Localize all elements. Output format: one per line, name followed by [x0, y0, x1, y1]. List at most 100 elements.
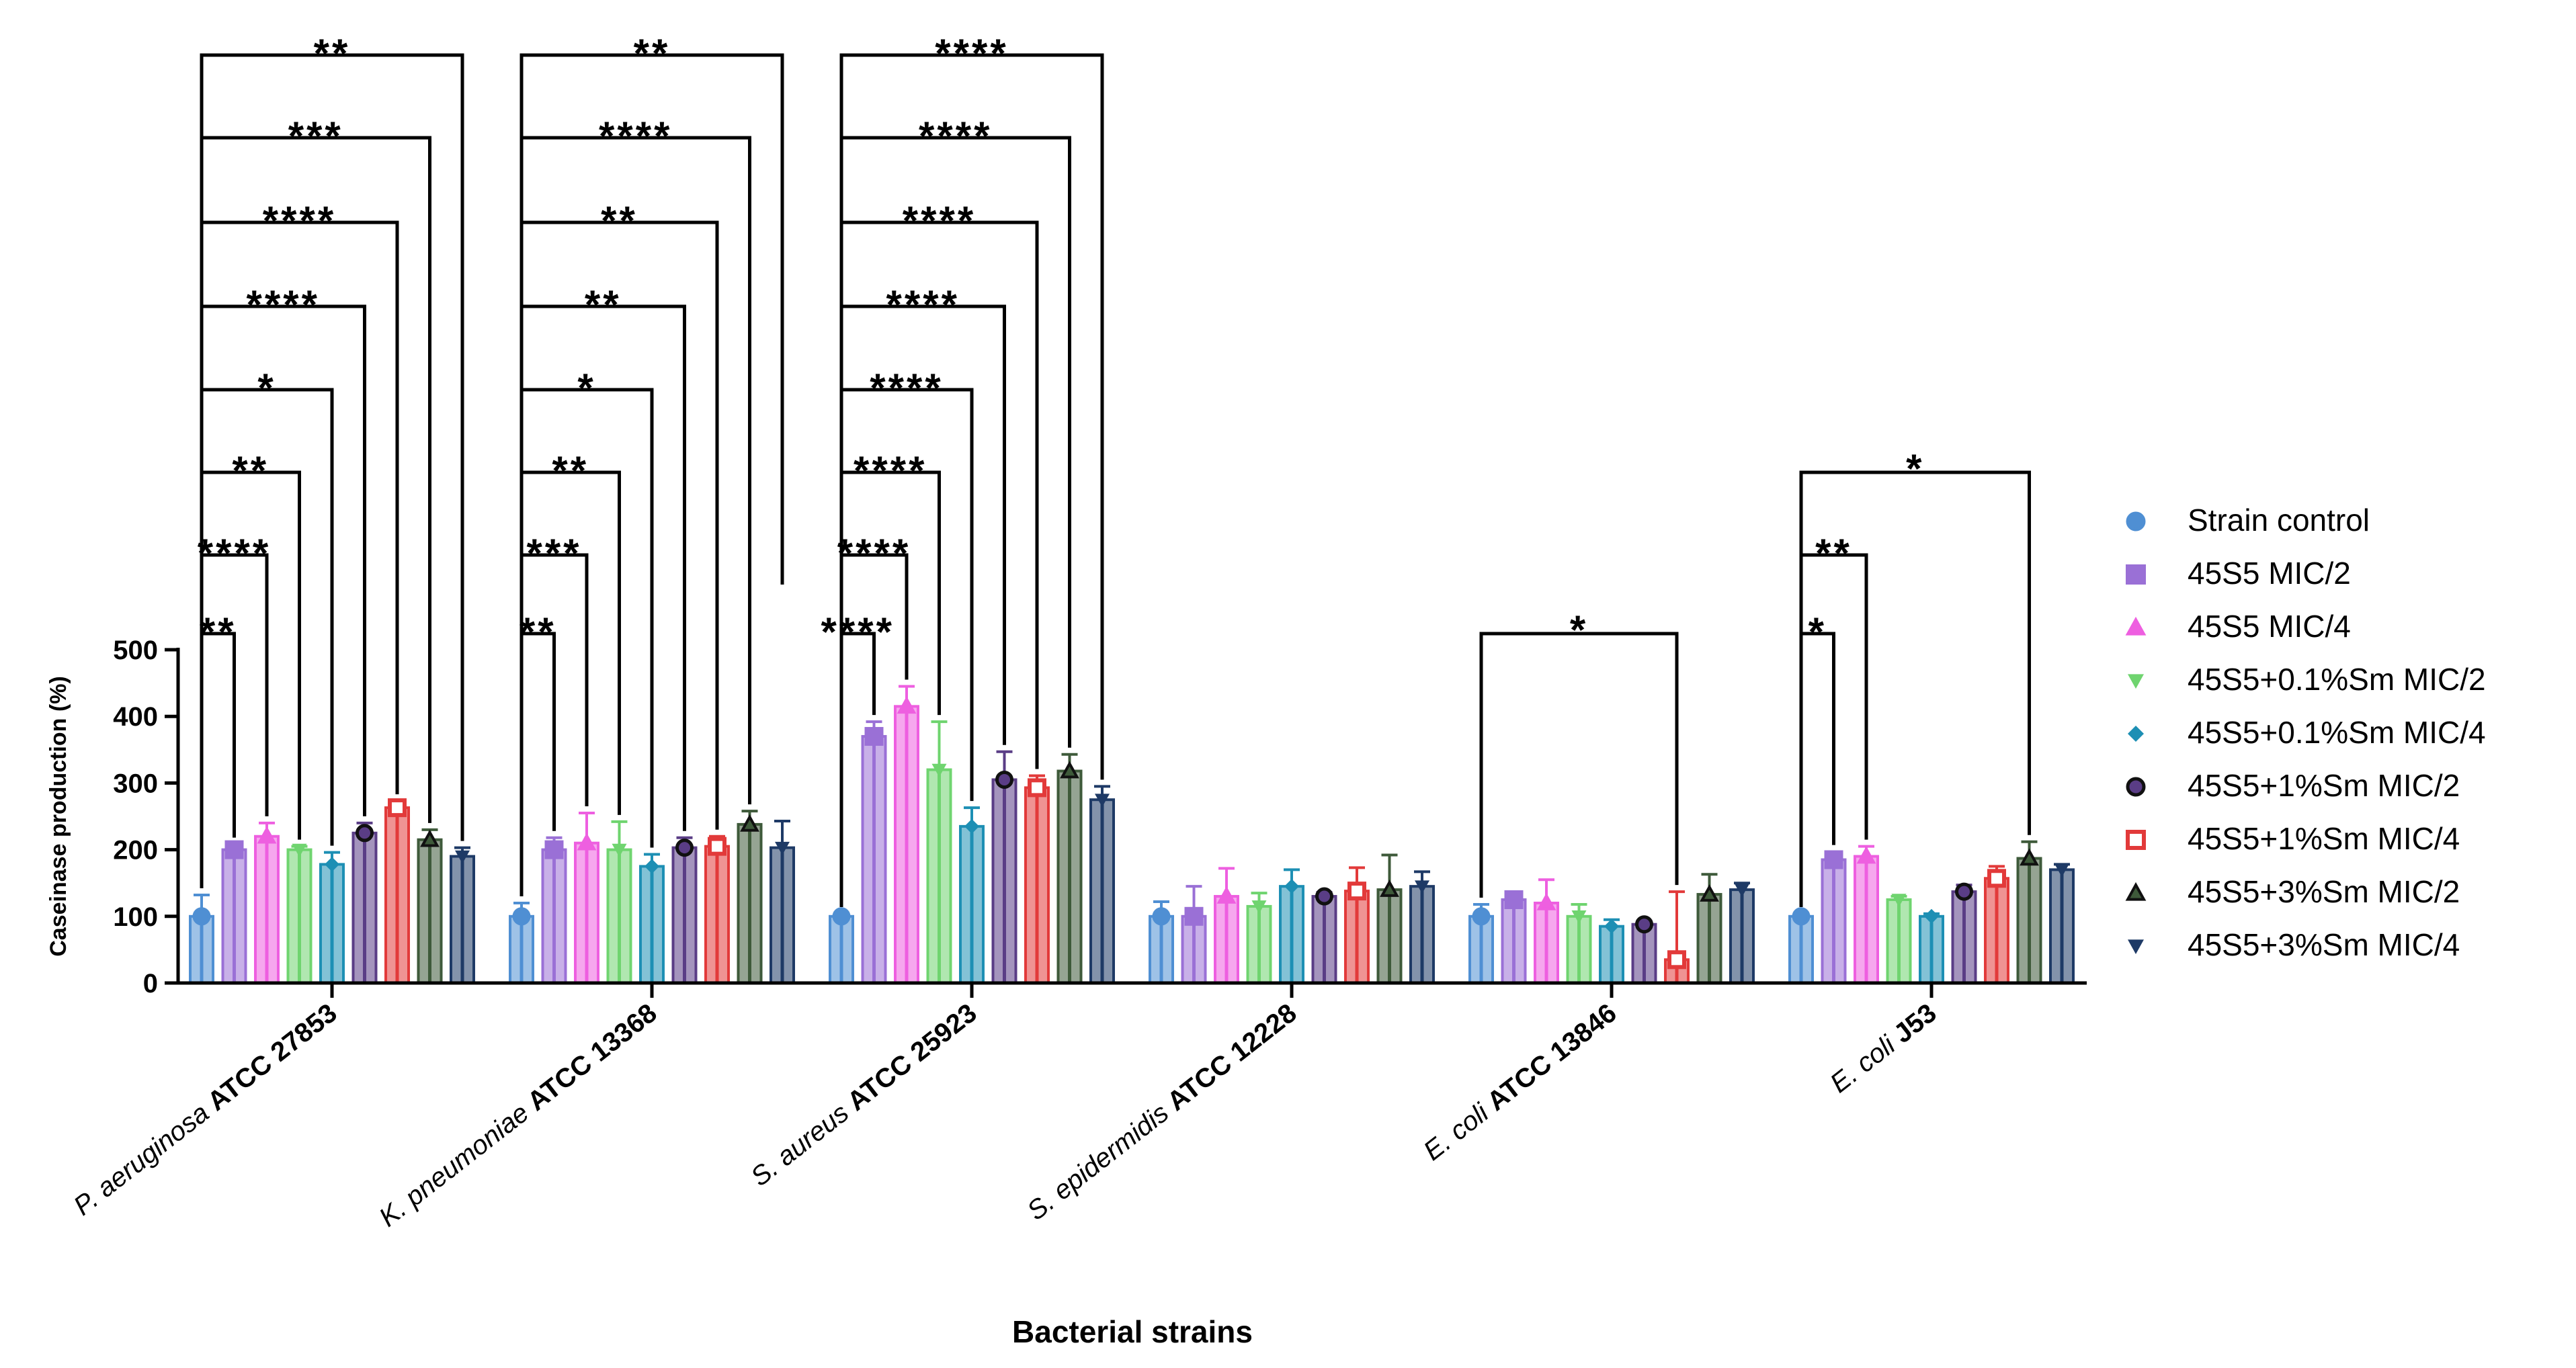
bar-group	[1729, 882, 1755, 984]
bar-marker-icon	[1380, 880, 1399, 897]
bracket-line	[200, 304, 366, 889]
bar-group	[319, 851, 345, 984]
significance-label: **	[200, 609, 237, 654]
significance-label: ****	[919, 114, 992, 159]
bar-marker-icon	[1571, 910, 1587, 924]
legend-label: 45S5 MIC/2	[2188, 556, 2351, 591]
significance-bracket: **	[520, 31, 784, 896]
bar-group	[1854, 845, 1879, 985]
legend-item: 45S5 MIC/2	[2126, 556, 2351, 591]
significance-label: ****	[935, 31, 1008, 76]
significance-label: ****	[886, 282, 960, 327]
x-axis-title: Bacterial strains	[1012, 1314, 1253, 1349]
significance-label: ****	[247, 282, 320, 327]
x-category-label: E. coli ATCC 13846	[1418, 998, 1622, 1166]
bar-marker-icon	[544, 840, 564, 859]
significance-label: **	[1815, 531, 1852, 576]
bar-marker-icon	[775, 841, 790, 855]
bar-marker-icon	[2126, 511, 2146, 531]
legend-label: 45S5+0.1%Sm MIC/2	[2188, 662, 2486, 697]
bar-group	[1501, 890, 1527, 984]
significance-label: ****	[263, 198, 336, 243]
y-tick-label: 100	[113, 902, 158, 932]
bar-group	[541, 836, 567, 984]
x-category-label: S. aureus ATCC 25923	[745, 998, 982, 1192]
bracket-line	[520, 304, 686, 896]
significance-bracket: **	[200, 31, 464, 889]
bar-marker-icon	[2128, 674, 2144, 689]
bar-marker-icon	[2128, 939, 2144, 954]
bar-group	[1024, 774, 1050, 984]
significance-bracket: **	[520, 448, 621, 896]
significance-label: ***	[526, 531, 581, 576]
bar-marker-icon	[192, 907, 211, 926]
bar-marker-icon	[1216, 886, 1237, 904]
bar-marker-icon	[292, 843, 307, 857]
bar-marker-icon	[675, 839, 694, 857]
bar-group	[1534, 878, 1559, 984]
bar-marker-icon	[1415, 880, 1429, 894]
legend-item: 45S5+3%Sm MIC/4	[2128, 927, 2460, 962]
bar-group	[2016, 840, 2042, 984]
legend-label: 45S5+3%Sm MIC/2	[2188, 874, 2460, 909]
significance-bracket: ****	[200, 282, 366, 889]
bar-marker-icon	[995, 770, 1013, 789]
significance-bracket: *	[1799, 446, 2031, 905]
bar-marker-icon	[1856, 846, 1876, 864]
strain-id: ATCC 25923	[842, 998, 983, 1117]
bar-group	[1181, 885, 1207, 985]
significance-label: ****	[854, 448, 927, 493]
bar-marker-icon	[325, 857, 339, 872]
bar-group	[2049, 863, 2075, 984]
bar-marker-icon	[257, 826, 277, 844]
bar-marker-icon	[1987, 869, 2006, 888]
bar-group	[1246, 892, 1272, 985]
x-category-label: P. aeruginosa ATCC 27853	[69, 998, 343, 1221]
y-tick-label: 0	[143, 969, 158, 998]
bar-marker-icon	[708, 837, 726, 856]
species-name: S. aureus	[745, 1093, 860, 1192]
bar-marker-icon	[356, 824, 374, 843]
bar-marker-icon	[1472, 907, 1491, 926]
bar-group	[926, 720, 952, 985]
significance-bracket: ****	[839, 448, 941, 907]
bar-marker-icon	[1152, 907, 1171, 926]
bar-group	[639, 853, 665, 985]
bar-marker-icon	[931, 763, 947, 777]
legend-item: 45S5+1%Sm MIC/2	[2126, 768, 2460, 803]
significance-label: **	[634, 31, 671, 76]
bar-group	[1409, 870, 1435, 985]
bar-marker-icon	[455, 850, 470, 864]
significance-label: *	[1570, 607, 1588, 652]
legend-item: 45S5 MIC/4	[2125, 609, 2351, 644]
bar-group	[606, 820, 632, 984]
bar-group	[1311, 887, 1337, 985]
bar-marker-icon	[1635, 915, 1653, 934]
significance-bracket: **	[200, 448, 301, 889]
bar-marker-icon	[964, 818, 979, 834]
bar-marker-icon	[1667, 950, 1686, 970]
significance-bracket: **	[520, 282, 686, 896]
significance-label: **	[314, 31, 351, 76]
bar-group	[1951, 882, 1977, 984]
species-name: E. coli	[1825, 1026, 1907, 1099]
significance-label: *	[1906, 446, 1924, 491]
y-tick-label: 200	[113, 836, 158, 865]
significance-label: **	[585, 282, 622, 327]
species-name: P. aeruginosa	[69, 1093, 220, 1221]
legend-item: 45S5+3%Sm MIC/2	[2125, 874, 2460, 909]
bar-marker-icon	[897, 696, 917, 714]
bar-marker-icon	[224, 840, 244, 859]
bar-marker-icon	[1095, 794, 1110, 808]
legend-item: 45S5+0.1%Sm MIC/2	[2128, 662, 2486, 697]
bar-marker-icon	[1284, 879, 1299, 894]
bar-marker-icon	[1536, 892, 1556, 910]
significance-bracket: ****	[839, 31, 1104, 907]
bar-group	[1696, 873, 1722, 984]
bracket-line	[839, 53, 1104, 907]
bar-group	[450, 846, 475, 985]
bar-group	[737, 810, 763, 985]
bar-marker-icon	[1700, 884, 1719, 902]
bar-marker-icon	[577, 832, 597, 851]
